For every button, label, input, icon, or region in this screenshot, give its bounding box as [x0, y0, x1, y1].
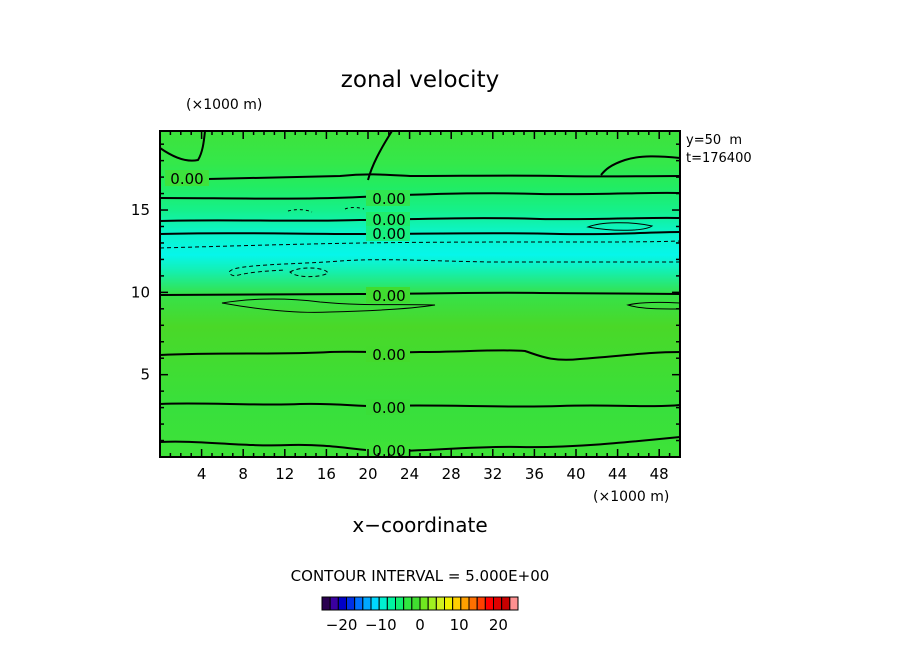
y-axis-unit: (×1000 m): [186, 97, 262, 113]
x-tick-label: 40: [566, 465, 585, 483]
x-tick-labels: 4 8 12 16 20 24 28 32 36 40 44 48: [197, 465, 669, 483]
plot-area: 0.00 0.00 0.00 0.00 0.00 0.00 0.00 0.00: [159, 130, 681, 460]
x-tick-label: 8: [238, 465, 248, 483]
colorbar-swatch: [337, 596, 348, 611]
colorbar-swatch: [452, 596, 462, 611]
colorbar-swatch: [403, 596, 413, 611]
colorbar-swatch: [468, 596, 478, 611]
contour-label: 0.00: [366, 225, 410, 243]
contour-line: [160, 231, 680, 236]
contour-line: [160, 131, 206, 162]
colorbar-swatch: [444, 596, 454, 611]
colorbar-swatch: [509, 596, 519, 611]
y-tick-label: 10: [131, 283, 150, 301]
chart-title: zonal velocity: [341, 67, 499, 93]
colorbar-swatch: [493, 596, 503, 611]
contour-line: [367, 131, 393, 181]
colorbar-swatch: [386, 596, 397, 611]
svg-text:0.00: 0.00: [372, 190, 405, 208]
colorbar-swatch: [435, 596, 446, 611]
colorbar-tick-labels: −20 −10 0 10 20: [326, 616, 508, 634]
colorbar-swatch: [370, 596, 380, 611]
contour-interval-text: CONTOUR INTERVAL = 5.000E+00: [291, 567, 550, 585]
contour-line: [600, 155, 680, 176]
colorbar-swatch: [395, 596, 405, 611]
contour-line: [626, 301, 680, 310]
contour-label: 0.00: [366, 190, 410, 208]
contour-line: [586, 222, 654, 231]
contour-line: [160, 216, 680, 222]
contour-line: [160, 291, 680, 296]
colorbar-swatch: [362, 596, 372, 611]
x-tick-label: 20: [358, 465, 377, 483]
contour-line: [160, 349, 680, 361]
colorbar-tick-label: −20: [326, 616, 358, 634]
contour-line: [344, 207, 365, 210]
contour-line: [287, 209, 313, 213]
x-tick-label: 36: [525, 465, 544, 483]
colorbar-tick-label: 10: [450, 616, 469, 634]
svg-text:0.00: 0.00: [170, 170, 203, 188]
contour-line: [160, 240, 680, 249]
x-tick-label: 4: [197, 465, 207, 483]
colorbar-swatch: [321, 596, 331, 611]
colorbar-tick-label: 20: [489, 616, 508, 634]
x-tick-label: 16: [317, 465, 336, 483]
colorbar-swatch: [378, 596, 388, 611]
colorbar-swatch: [476, 596, 486, 611]
colorbar-swatch: [427, 596, 437, 611]
contour-label: 0.00: [366, 287, 410, 305]
contour-label: 0.00: [366, 346, 410, 364]
x-axis-title: x−coordinate: [352, 513, 487, 537]
svg-text:0.00: 0.00: [372, 442, 405, 460]
contour-line: [221, 298, 436, 313]
colorbar-swatch: [460, 596, 470, 611]
contour-label: 0.00: [366, 211, 410, 229]
colorbar-swatch: [411, 596, 421, 611]
contour-line: [160, 191, 680, 200]
colorbar-swatch: [329, 596, 339, 611]
y-tick-label: 15: [131, 201, 150, 219]
contour-line: [207, 173, 680, 180]
x-tick-label: 32: [483, 465, 502, 483]
svg-text:0.00: 0.00: [372, 346, 405, 364]
x-tick-label: 28: [442, 465, 461, 483]
x-tick-label: 48: [650, 465, 669, 483]
colorbar-tick-label: 0: [415, 616, 425, 634]
y-tick-label: 5: [140, 366, 150, 384]
x-axis-unit: (×1000 m): [593, 489, 669, 505]
svg-text:0.00: 0.00: [372, 399, 405, 417]
colorbar: [321, 596, 519, 611]
colorbar-swatch: [354, 596, 364, 611]
colorbar-tick-label: −10: [365, 616, 397, 634]
contour-label: 0.00: [165, 170, 209, 188]
colorbar-swatch: [419, 596, 429, 611]
contour-label: 0.00: [366, 399, 410, 417]
y-tick-labels: 5 10 15: [131, 201, 150, 384]
colorbar-swatch: [346, 596, 356, 611]
colorbar-swatch: [501, 596, 511, 611]
info-line-time: t=176400: [686, 151, 752, 166]
svg-text:0.00: 0.00: [372, 211, 405, 229]
x-tick-label: 24: [400, 465, 419, 483]
info-line-depth: y=50 m: [686, 133, 742, 148]
colorbar-swatch: [484, 596, 495, 611]
svg-text:0.00: 0.00: [372, 225, 405, 243]
x-tick-label: 44: [608, 465, 627, 483]
x-tick-label: 12: [275, 465, 294, 483]
svg-text:0.00: 0.00: [372, 287, 405, 305]
